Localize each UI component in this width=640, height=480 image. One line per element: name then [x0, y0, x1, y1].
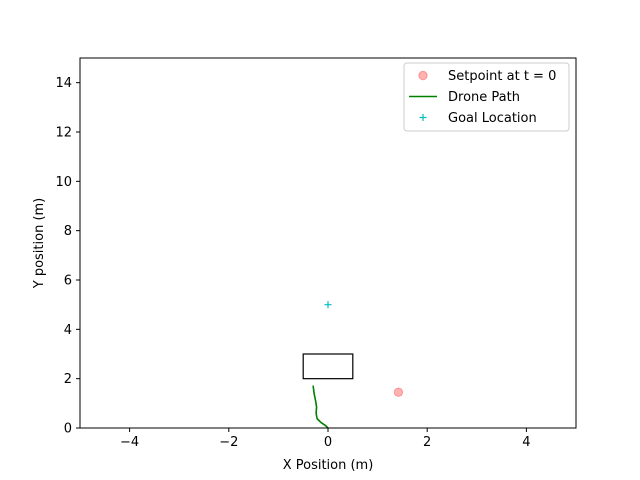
legend-box: [403, 62, 570, 132]
legend-handle-circle: [418, 70, 428, 81]
x-tick-label: 0: [324, 435, 332, 450]
legend-entry-label: Drone Path: [448, 90, 520, 105]
y-axis-label: Y position (m): [32, 198, 47, 290]
y-tick-label: 10: [55, 175, 72, 190]
x-tick-label: −2: [219, 435, 238, 450]
legend-entry-label: Setpoint at t = 0: [448, 69, 556, 84]
x-tick-label: −4: [120, 435, 139, 450]
x-axis-ticks: −4 −2 0 2 4: [120, 428, 531, 450]
y-tick-label: 6: [64, 274, 72, 289]
y-tick-label: 8: [64, 224, 72, 239]
y-tick-label: 12: [55, 126, 72, 141]
obstacle-rectangle: [302, 353, 354, 380]
legend-entry-label: Goal Location: [448, 111, 537, 126]
legend: Setpoint at t = 0 Drone Path Goal Location: [403, 62, 570, 132]
x-axis-label: X Position (m): [283, 458, 374, 473]
setpoint-marker: [393, 387, 404, 397]
y-tick-label: 2: [64, 372, 72, 387]
y-tick-label: 14: [55, 76, 72, 91]
legend-handle-plus: [419, 114, 427, 121]
y-axis-ticks: 0 2 4 6 8 10 12 14: [55, 76, 80, 437]
y-tick-label: 0: [64, 422, 72, 437]
x-tick-label: 2: [423, 435, 431, 450]
goal-location-marker: [324, 301, 332, 309]
series-drone-path-line: [312, 385, 329, 429]
y-tick-label: 4: [64, 323, 72, 338]
data-layer: [302, 301, 404, 429]
x-tick-label: 4: [522, 435, 530, 450]
